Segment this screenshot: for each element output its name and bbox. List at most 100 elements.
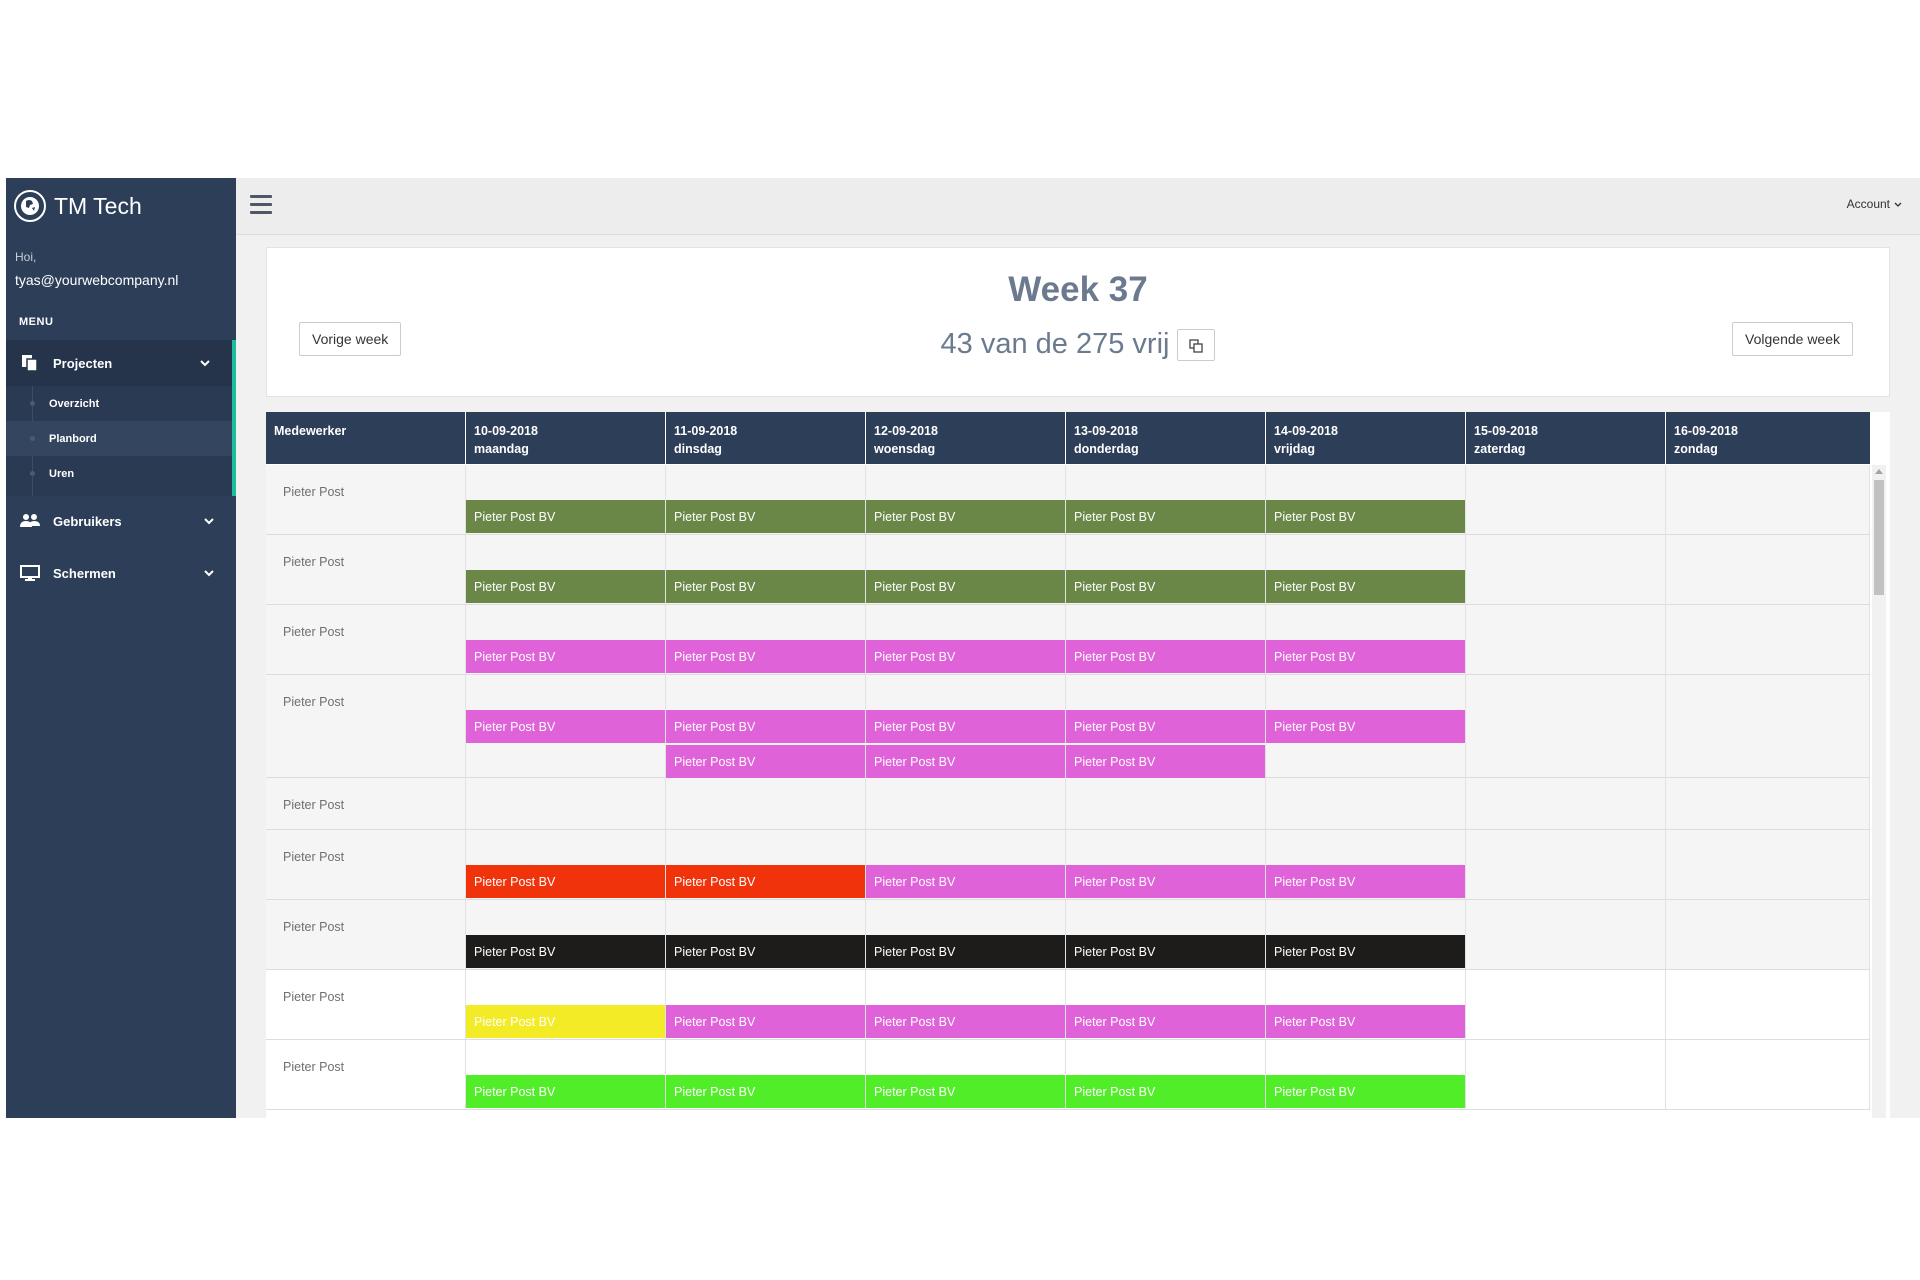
day-cell[interactable]: Pieter Post BV — [466, 535, 666, 604]
sidebar-item-gebruikers[interactable]: Gebruikers — [6, 498, 236, 544]
project-chip[interactable]: Pieter Post BV — [866, 1075, 1065, 1108]
project-chip[interactable]: Pieter Post BV — [866, 710, 1065, 743]
day-cell[interactable]: Pieter Post BV — [666, 970, 866, 1039]
project-chip[interactable]: Pieter Post BV — [1266, 935, 1465, 968]
project-chip[interactable]: Pieter Post BV — [1266, 710, 1465, 743]
project-chip[interactable]: Pieter Post BV — [866, 865, 1065, 898]
day-cell[interactable] — [1666, 900, 1870, 969]
project-chip[interactable]: Pieter Post BV — [1266, 500, 1465, 533]
project-chip[interactable]: Pieter Post BV — [666, 500, 865, 533]
project-chip[interactable]: Pieter Post BV — [1066, 865, 1265, 898]
day-cell[interactable] — [1666, 970, 1870, 1039]
project-chip[interactable]: Pieter Post BV — [866, 935, 1065, 968]
sidebar-item-schermen[interactable]: Schermen — [6, 550, 236, 596]
day-cell[interactable]: Pieter Post BV — [466, 900, 666, 969]
day-cell[interactable]: Pieter Post BV — [666, 465, 866, 534]
day-cell[interactable]: Pieter Post BV — [466, 465, 666, 534]
day-cell[interactable]: Pieter Post BV — [1066, 535, 1266, 604]
day-cell[interactable]: Pieter Post BV — [1066, 970, 1266, 1039]
day-cell[interactable]: Pieter Post BV — [1266, 900, 1466, 969]
project-chip[interactable]: Pieter Post BV — [1066, 1005, 1265, 1038]
account-menu[interactable]: Account — [1847, 197, 1902, 211]
day-cell[interactable]: Pieter Post BV — [1266, 535, 1466, 604]
day-cell[interactable]: Pieter Post BV — [666, 830, 866, 899]
day-cell[interactable]: Pieter Post BV — [1266, 605, 1466, 674]
project-chip[interactable]: Pieter Post BV — [466, 935, 665, 968]
project-chip[interactable]: Pieter Post BV — [666, 1005, 865, 1038]
day-cell[interactable]: Pieter Post BV — [1066, 830, 1266, 899]
day-cell[interactable] — [1466, 675, 1666, 777]
next-week-button[interactable]: Volgende week — [1732, 322, 1853, 356]
day-cell[interactable]: Pieter Post BV — [666, 900, 866, 969]
project-chip[interactable]: Pieter Post BV — [466, 1005, 665, 1038]
day-cell[interactable] — [1666, 465, 1870, 534]
day-cell[interactable]: Pieter Post BV — [1066, 605, 1266, 674]
project-chip[interactable]: Pieter Post BV — [1066, 640, 1265, 673]
day-cell[interactable] — [1466, 1040, 1666, 1109]
day-cell[interactable]: Pieter Post BV — [466, 970, 666, 1039]
day-cell[interactable]: Pieter Post BV Pieter Post BV — [866, 675, 1066, 778]
day-cell[interactable] — [866, 778, 1066, 829]
project-chip[interactable]: Pieter Post BV — [866, 1005, 1065, 1038]
day-cell[interactable] — [1666, 1040, 1870, 1109]
project-chip[interactable]: Pieter Post BV — [1066, 745, 1265, 778]
day-cell[interactable]: Pieter Post BV — [466, 830, 666, 899]
day-cell[interactable]: Pieter Post BV — [666, 605, 866, 674]
day-cell[interactable]: Pieter Post BV — [1066, 900, 1266, 969]
project-chip[interactable]: Pieter Post BV — [466, 640, 665, 673]
day-cell[interactable]: Pieter Post BV Pieter Post BV — [1066, 675, 1266, 778]
day-cell[interactable]: Pieter Post BV — [866, 1040, 1066, 1109]
day-cell[interactable]: Pieter Post BV — [866, 605, 1066, 674]
day-cell[interactable]: Pieter Post BV — [866, 970, 1066, 1039]
day-cell[interactable]: Pieter Post BV — [666, 1040, 866, 1109]
day-cell[interactable]: Pieter Post BV — [866, 535, 1066, 604]
day-cell[interactable]: Pieter Post BV — [1266, 1040, 1466, 1109]
day-cell[interactable]: Pieter Post BV — [1266, 830, 1466, 899]
project-chip[interactable]: Pieter Post BV — [1266, 1005, 1465, 1038]
project-chip[interactable]: Pieter Post BV — [1266, 640, 1465, 673]
project-chip[interactable]: Pieter Post BV — [666, 935, 865, 968]
project-chip[interactable]: Pieter Post BV — [466, 865, 665, 898]
scrollbar-thumb[interactable] — [1874, 480, 1884, 595]
project-chip[interactable]: Pieter Post BV — [866, 570, 1065, 603]
day-cell[interactable] — [1666, 605, 1870, 674]
project-chip[interactable]: Pieter Post BV — [666, 745, 865, 778]
project-chip[interactable]: Pieter Post BV — [466, 710, 665, 743]
day-cell[interactable] — [1466, 778, 1666, 829]
day-cell[interactable]: Pieter Post BV — [866, 900, 1066, 969]
previous-week-button[interactable]: Vorige week — [299, 322, 402, 356]
day-cell[interactable] — [1466, 900, 1666, 969]
day-cell[interactable] — [1666, 778, 1870, 829]
day-cell[interactable]: Pieter Post BV — [1266, 675, 1466, 777]
submenu-item-overzicht[interactable]: Overzicht — [6, 386, 232, 421]
project-chip[interactable]: Pieter Post BV — [466, 570, 665, 603]
project-chip[interactable]: Pieter Post BV — [666, 570, 865, 603]
submenu-item-uren[interactable]: Uren — [6, 456, 232, 491]
project-chip[interactable]: Pieter Post BV — [866, 500, 1065, 533]
project-chip[interactable]: Pieter Post BV — [466, 500, 665, 533]
day-cell[interactable]: Pieter Post BV — [466, 605, 666, 674]
day-cell[interactable]: Pieter Post BV — [1066, 465, 1266, 534]
day-cell[interactable]: Pieter Post BV — [666, 535, 866, 604]
sidebar-item-projecten[interactable]: Projecten — [6, 340, 236, 387]
project-chip[interactable]: Pieter Post BV — [1066, 935, 1265, 968]
project-chip[interactable]: Pieter Post BV — [1066, 1075, 1265, 1108]
day-cell[interactable] — [1666, 535, 1870, 604]
day-cell[interactable] — [1466, 605, 1666, 674]
project-chip[interactable]: Pieter Post BV — [1066, 500, 1265, 533]
day-cell[interactable] — [466, 778, 666, 829]
scroll-up-icon[interactable] — [1875, 469, 1883, 474]
project-chip[interactable]: Pieter Post BV — [866, 640, 1065, 673]
day-cell[interactable]: Pieter Post BV — [466, 675, 666, 777]
day-cell[interactable] — [1666, 675, 1870, 777]
project-chip[interactable]: Pieter Post BV — [1266, 865, 1465, 898]
day-cell[interactable] — [1466, 830, 1666, 899]
project-chip[interactable]: Pieter Post BV — [866, 745, 1065, 778]
day-cell[interactable]: Pieter Post BV — [866, 830, 1066, 899]
project-chip[interactable]: Pieter Post BV — [1266, 1075, 1465, 1108]
project-chip[interactable]: Pieter Post BV — [466, 1075, 665, 1108]
vertical-scrollbar[interactable] — [1872, 465, 1886, 1118]
day-cell[interactable] — [1066, 778, 1266, 829]
project-chip[interactable]: Pieter Post BV — [666, 710, 865, 743]
project-chip[interactable]: Pieter Post BV — [666, 865, 865, 898]
